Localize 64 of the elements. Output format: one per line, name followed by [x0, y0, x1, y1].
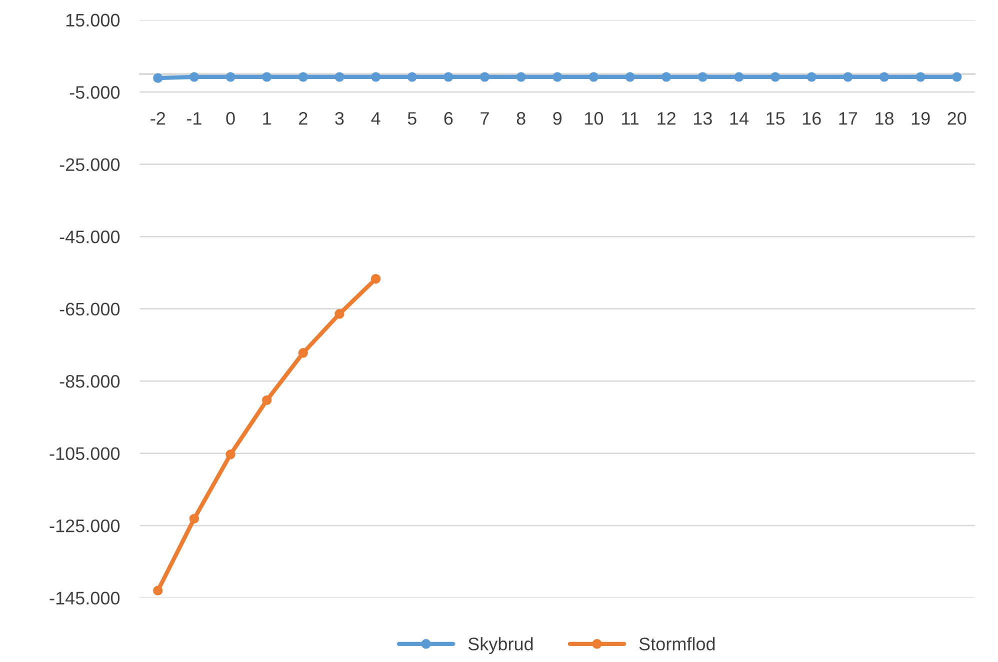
x-tick-label: 8: [516, 112, 526, 125]
point: [588, 72, 599, 82]
y-tick-label: -145.000: [50, 592, 120, 605]
point: [516, 72, 526, 82]
x-tick-label: 11: [622, 112, 639, 125]
point: [298, 348, 308, 358]
y-tick-label: -105.000: [50, 447, 120, 460]
legend-label: Skybrud: [468, 637, 533, 654]
x-tick-label: 5: [408, 112, 416, 125]
y-tick-label: -45.000: [60, 230, 120, 244]
point: [153, 73, 163, 83]
point: [334, 309, 344, 319]
x-tick-label: 16: [802, 112, 821, 125]
point: [480, 72, 490, 82]
point: [698, 72, 708, 82]
x-tick-label: 6: [444, 112, 453, 125]
y-tick-label: -85.000: [60, 375, 120, 388]
point: [334, 72, 344, 82]
x-tick-label: 1: [263, 112, 271, 125]
point: [153, 586, 163, 596]
point: [226, 72, 236, 82]
x-tick-label: 10: [585, 112, 604, 125]
y-tick-label: -25.000: [60, 158, 120, 172]
point: [262, 72, 272, 82]
x-tick-label: 17: [839, 112, 858, 125]
x-tick-label: 9: [553, 112, 562, 125]
y-tick-label: -125.000: [50, 519, 120, 532]
x-tick-label: 12: [658, 112, 676, 125]
point: [262, 395, 272, 406]
y-tick-label: -65.000: [60, 302, 120, 316]
x-tick-label: 14: [730, 112, 748, 125]
x-tick-label: 4: [371, 112, 380, 125]
x-tick-label: 7: [480, 112, 489, 125]
x-tick-label: -2: [150, 112, 165, 125]
x-tick-label: 20: [948, 112, 966, 125]
x-tick-label: 2: [299, 112, 308, 125]
point: [189, 72, 200, 82]
point: [444, 72, 454, 82]
point: [916, 72, 926, 82]
x-tick-label: 18: [876, 112, 894, 125]
point: [189, 514, 200, 524]
point: [370, 72, 381, 82]
point: [770, 72, 780, 82]
point: [625, 72, 635, 82]
x-tick-label: 0: [226, 112, 235, 125]
x-tick-label: 3: [335, 112, 344, 125]
x-tick-label: -1: [186, 112, 202, 125]
point: [226, 450, 236, 460]
point: [843, 72, 853, 82]
x-tick-label: 15: [766, 112, 785, 125]
point: [661, 72, 672, 82]
x-tick-label: 13: [694, 112, 712, 125]
point: [552, 72, 562, 82]
point: [952, 72, 962, 82]
x-tick-label: 19: [912, 112, 930, 125]
point: [407, 72, 417, 82]
point: [734, 72, 744, 82]
y-tick-label: -5.000: [70, 86, 120, 99]
legend-label: Stormflod: [639, 637, 715, 650]
y-tick-label: 15.000: [66, 14, 120, 27]
point: [370, 274, 381, 284]
point: [806, 72, 816, 82]
point: [879, 72, 890, 82]
point: [298, 72, 308, 82]
